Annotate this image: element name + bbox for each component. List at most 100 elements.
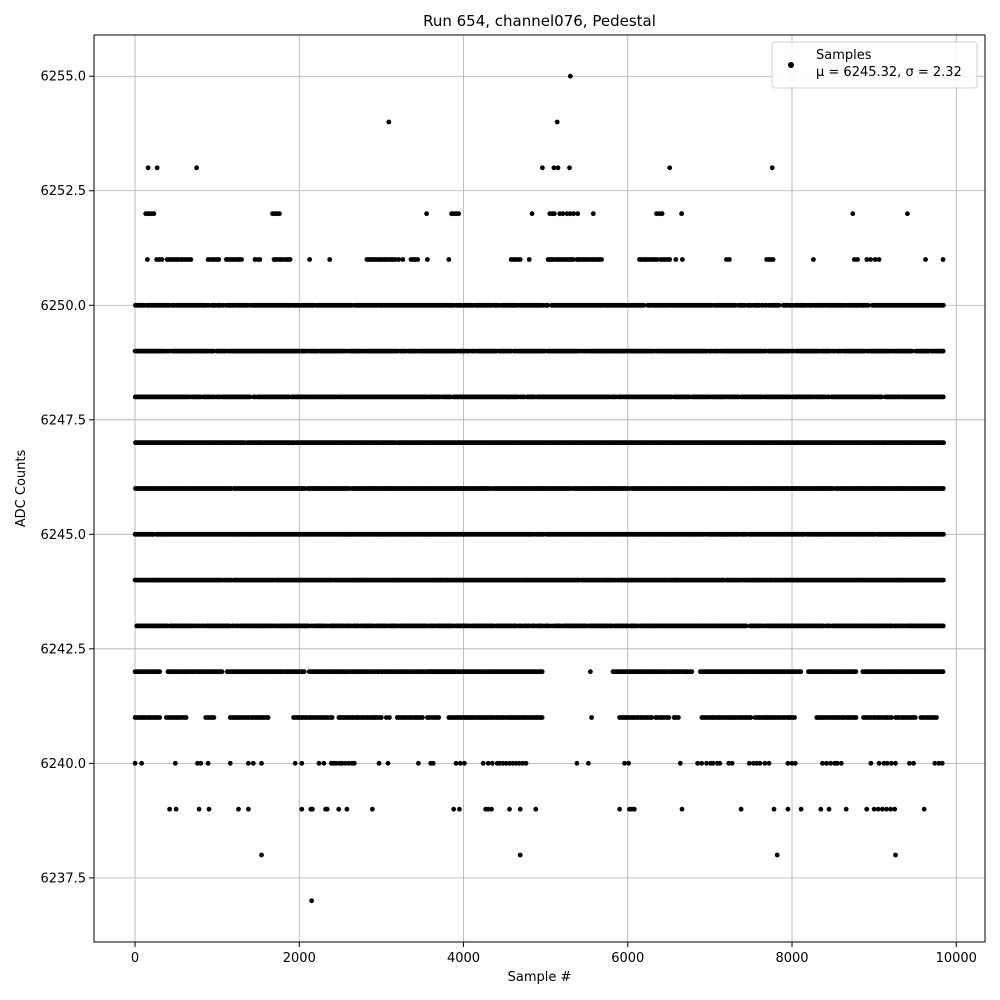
data-point (503, 760, 509, 766)
points-layer (132, 73, 946, 904)
data-point (517, 806, 523, 812)
data-point (589, 715, 594, 720)
data-point (868, 257, 874, 262)
data-point (277, 211, 282, 217)
data-point (194, 165, 200, 171)
data-point (940, 486, 946, 491)
data-point (513, 760, 519, 766)
data-point (599, 257, 604, 262)
data-point (173, 806, 179, 812)
data-point (292, 760, 298, 766)
data-point (738, 806, 744, 812)
data-point (378, 715, 384, 720)
data-point (774, 852, 780, 858)
data-point (462, 760, 467, 766)
data-point (792, 760, 798, 766)
data-point (567, 73, 573, 79)
data-point (574, 760, 580, 766)
data-point (905, 211, 910, 217)
data-point (195, 760, 200, 766)
data-point (551, 165, 557, 171)
data-point (540, 165, 545, 171)
data-point (351, 760, 357, 766)
data-point (420, 715, 425, 720)
data-point (250, 760, 256, 766)
data-point (385, 760, 391, 766)
data-point (875, 806, 881, 812)
data-point (517, 852, 523, 858)
data-point (415, 257, 420, 262)
data-point (754, 760, 760, 766)
data-point (227, 760, 233, 766)
data-point (310, 806, 315, 812)
data-point (853, 715, 859, 720)
data-point (936, 760, 942, 766)
data-point (940, 257, 946, 262)
data-point (257, 257, 263, 262)
data-point (451, 806, 457, 812)
data-point (339, 760, 345, 766)
data-point (743, 623, 749, 629)
data-point (430, 760, 436, 766)
data-point (649, 715, 654, 720)
data-point (818, 806, 824, 812)
data-point (425, 257, 430, 262)
data-point (751, 760, 756, 766)
data-point (539, 669, 545, 675)
data-point (396, 257, 402, 262)
data-point (824, 760, 829, 766)
data-point (387, 715, 392, 720)
data-point (769, 165, 775, 171)
data-point (771, 806, 777, 812)
data-point (871, 806, 877, 812)
data-point (789, 760, 795, 766)
data-point (239, 257, 244, 262)
data-point (677, 760, 683, 766)
data-point (552, 211, 557, 217)
data-point (864, 257, 870, 262)
data-point (893, 760, 898, 766)
data-point (480, 760, 486, 766)
data-point (695, 760, 700, 766)
data-point (864, 806, 870, 812)
data-point (453, 760, 459, 766)
data-point (219, 669, 225, 675)
data-point (567, 165, 572, 171)
data-point (876, 257, 882, 262)
data-point (792, 715, 797, 720)
data-point (659, 211, 665, 217)
data-point (206, 806, 212, 812)
data-point (497, 760, 503, 766)
data-point (346, 760, 351, 766)
data-point (370, 806, 375, 812)
data-point (259, 760, 264, 766)
data-point (517, 760, 522, 766)
data-point (941, 577, 946, 583)
data-point (855, 257, 860, 262)
data-point (567, 211, 573, 217)
data-point (626, 760, 631, 766)
data-point (211, 715, 217, 720)
data-point (729, 760, 735, 766)
data-point (941, 531, 946, 537)
data-point (631, 806, 637, 812)
data-point (400, 257, 406, 262)
data-point (324, 806, 330, 812)
data-point (889, 760, 894, 766)
data-point (617, 806, 622, 812)
data-point (236, 806, 241, 812)
data-point (301, 669, 307, 675)
data-point (309, 898, 314, 904)
data-point (151, 211, 157, 217)
data-point (259, 852, 264, 858)
data-point (726, 760, 732, 766)
data-point (507, 760, 512, 766)
data-point (590, 211, 596, 217)
data-point (533, 806, 539, 812)
data-point (798, 669, 804, 675)
data-point (766, 760, 772, 766)
data-point (757, 760, 763, 766)
data-point (921, 806, 927, 812)
